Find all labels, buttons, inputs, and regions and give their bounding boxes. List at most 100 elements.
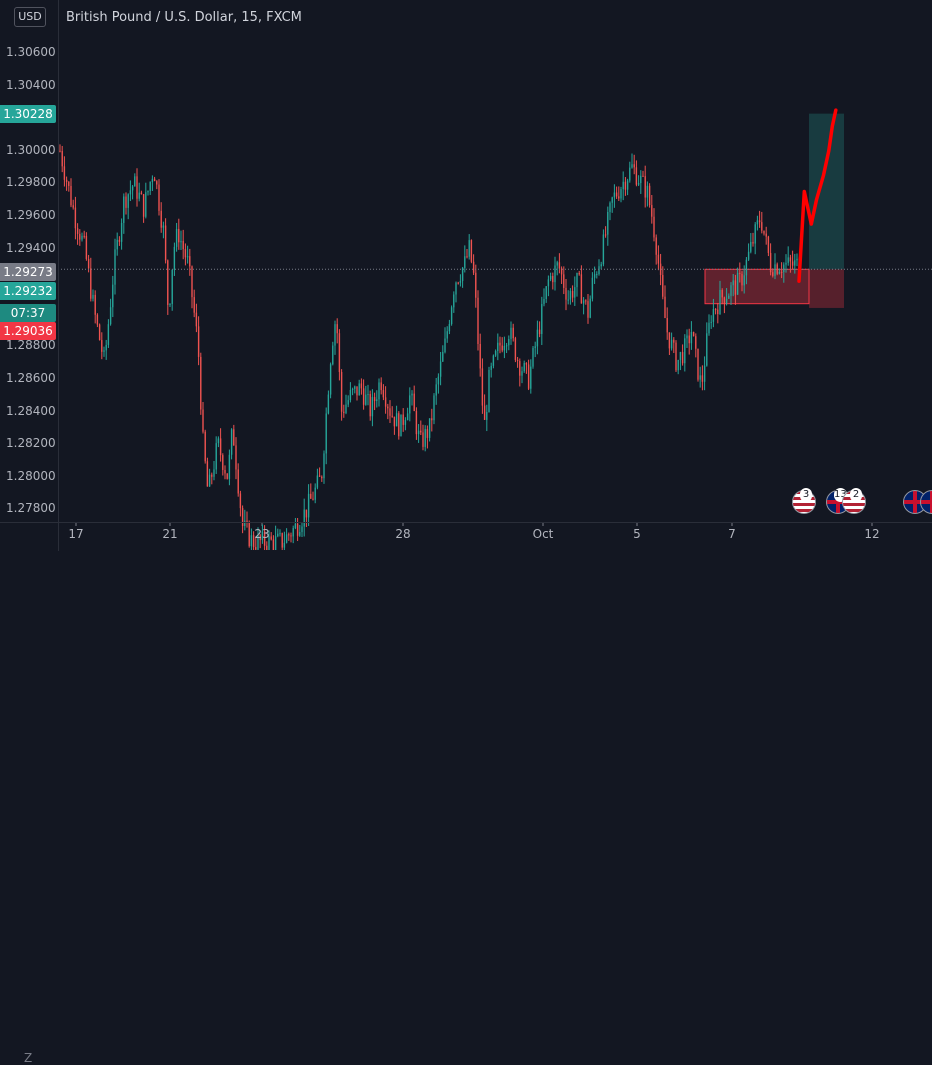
- candle-body: [246, 520, 248, 523]
- candle-body: [791, 261, 794, 266]
- candle-body: [679, 352, 682, 360]
- candle-body: [741, 273, 743, 286]
- candle-body: [587, 301, 589, 318]
- candle-body: [607, 212, 609, 235]
- candle-body: [123, 196, 125, 223]
- candle-body: [536, 329, 539, 347]
- price-axis[interactable]: [0, 0, 59, 522]
- candle-body: [96, 314, 99, 325]
- candle-body: [290, 535, 292, 537]
- candle-body: [560, 268, 563, 275]
- candle-body: [589, 298, 591, 318]
- candle-body: [272, 539, 275, 550]
- candle-body: [433, 395, 435, 421]
- candle-body: [743, 275, 745, 286]
- price-tick-label: 1.28600: [6, 371, 56, 385]
- price-tick-label: 1.29800: [6, 175, 56, 190]
- price-chart[interactable]: [0, 0, 932, 550]
- currency-button[interactable]: USD: [14, 7, 46, 27]
- candle-body: [622, 181, 624, 190]
- candle-body: [739, 272, 741, 274]
- candle-body: [147, 190, 149, 193]
- event-count-badge: 3: [800, 488, 812, 502]
- economic-event-marker[interactable]: 2: [842, 488, 866, 514]
- candle-body: [354, 386, 356, 389]
- candle-body: [789, 257, 792, 262]
- candle-body: [257, 535, 259, 550]
- candle-body: [442, 352, 444, 362]
- candle-body: [778, 271, 781, 274]
- candle-body: [598, 266, 600, 275]
- candle-body: [153, 178, 156, 182]
- candle-body: [783, 264, 785, 273]
- time-tick-label: 17: [68, 527, 84, 541]
- candle-body: [523, 363, 525, 372]
- candle-body: [703, 365, 706, 382]
- candle-body: [532, 347, 534, 367]
- candle-body: [477, 297, 479, 344]
- candle-body: [140, 192, 143, 195]
- candle-body: [371, 397, 374, 417]
- candle-body: [635, 167, 638, 185]
- candle-body: [340, 371, 343, 412]
- price-tick-label: 1.30400: [6, 77, 56, 92]
- candle-body: [173, 246, 176, 270]
- candle-body: [233, 429, 235, 446]
- candle-body: [424, 429, 426, 447]
- candle-body: [761, 222, 763, 231]
- price-tick-label: 1.28200: [6, 436, 56, 451]
- candle-body: [756, 220, 759, 225]
- time-tick-label: 5: [633, 527, 641, 541]
- candle-body: [285, 534, 288, 543]
- candle-body: [321, 476, 323, 479]
- bar-countdown-tag: 07:37: [0, 304, 56, 322]
- candle-body: [710, 321, 712, 323]
- candle-body: [558, 262, 561, 269]
- candle-body: [307, 493, 310, 518]
- time-axis[interactable]: [58, 522, 932, 551]
- time-tick-label: 28: [395, 527, 411, 541]
- candle-body: [83, 235, 85, 237]
- candle-body: [217, 438, 220, 444]
- candle-body: [657, 254, 660, 264]
- economic-event-marker[interactable]: [920, 490, 932, 514]
- candle-body: [785, 262, 787, 265]
- price-tick-label: 1.28000: [6, 468, 56, 483]
- candle-body: [237, 469, 239, 494]
- candle-body: [224, 469, 226, 474]
- price-tick-label: 1.28800: [6, 338, 56, 353]
- candle-body: [631, 164, 633, 168]
- candle-body: [745, 259, 748, 276]
- candle-body: [681, 352, 684, 364]
- candle-body: [303, 509, 305, 527]
- candle-body: [263, 531, 266, 546]
- candle-body: [347, 400, 349, 405]
- candle-body: [602, 234, 605, 265]
- candle-body: [457, 282, 459, 284]
- candle-body: [380, 382, 382, 391]
- candle-body: [391, 415, 393, 417]
- candle-body: [98, 324, 101, 341]
- candle-body: [259, 535, 261, 541]
- candle-body: [712, 309, 715, 322]
- scale-mode-label[interactable]: Z: [24, 1051, 33, 1065]
- candle-body: [134, 176, 136, 187]
- candle-body: [213, 469, 215, 477]
- stop-price-tag: 1.29036: [0, 322, 56, 340]
- candle-body: [105, 344, 107, 351]
- candle-body: [653, 216, 655, 238]
- candle-body: [415, 411, 418, 435]
- candle-body: [252, 535, 255, 548]
- candle-body: [580, 274, 583, 304]
- candle-body: [373, 397, 376, 402]
- candle-body: [312, 498, 314, 500]
- candle-body: [686, 335, 688, 339]
- symbol-title[interactable]: British Pound / U.S. Dollar, 15, FXCM: [66, 10, 302, 25]
- target-price-tag: 1.30228: [0, 105, 56, 123]
- candle-body: [250, 535, 253, 547]
- candle-body: [688, 335, 690, 344]
- candle-body: [754, 224, 756, 244]
- candle-body: [411, 393, 413, 396]
- economic-event-marker[interactable]: 3: [792, 488, 816, 514]
